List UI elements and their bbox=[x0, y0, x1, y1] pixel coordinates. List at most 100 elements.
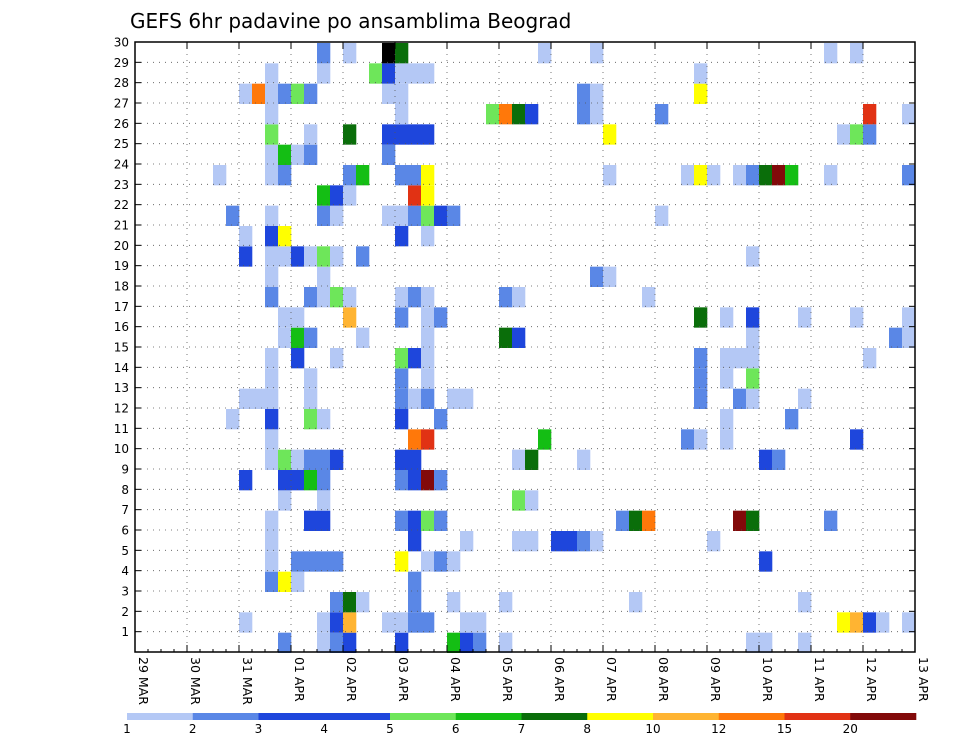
y-tick-label: 24 bbox=[114, 158, 129, 172]
heatmap-cell bbox=[343, 307, 357, 328]
heatmap-cell bbox=[746, 388, 760, 409]
heatmap-cell bbox=[265, 449, 279, 470]
heatmap-cell bbox=[239, 470, 253, 491]
heatmap-cell bbox=[408, 388, 422, 409]
heatmap-cell bbox=[265, 104, 279, 125]
heatmap-cell bbox=[304, 287, 318, 308]
heatmap-cell bbox=[304, 327, 318, 348]
heatmap-cell bbox=[330, 287, 344, 308]
heatmap-cell bbox=[408, 449, 422, 470]
y-tick-label: 26 bbox=[114, 117, 129, 131]
x-tick-label: 06 APR bbox=[552, 657, 567, 702]
heatmap-cell bbox=[408, 571, 422, 592]
heatmap-cell bbox=[278, 449, 292, 470]
heatmap-cell bbox=[824, 165, 838, 186]
x-tick-label: 30 MAR bbox=[188, 657, 203, 705]
heatmap-cell bbox=[616, 510, 630, 531]
heatmap-cell bbox=[434, 307, 448, 328]
heatmap-cell bbox=[824, 510, 838, 531]
y-tick-label: 27 bbox=[114, 97, 129, 111]
heatmap-cell bbox=[343, 124, 357, 145]
y-tick-label: 7 bbox=[121, 503, 129, 517]
heatmap-cell bbox=[395, 104, 409, 125]
legend-swatch bbox=[390, 713, 457, 720]
heatmap-cell bbox=[499, 287, 513, 308]
heatmap-cell bbox=[720, 429, 734, 450]
heatmap-cell bbox=[408, 185, 422, 206]
heatmap-cell bbox=[707, 531, 721, 552]
y-tick-label: 8 bbox=[121, 483, 129, 497]
heatmap-cell bbox=[395, 510, 409, 531]
heatmap-cell bbox=[291, 327, 305, 348]
heatmap-cell bbox=[382, 124, 396, 145]
legend-level-label: 15 bbox=[777, 722, 792, 736]
heatmap-cell bbox=[330, 205, 344, 226]
heatmap-cell bbox=[460, 388, 474, 409]
heatmap-cell bbox=[317, 490, 331, 511]
heatmap-cell bbox=[395, 287, 409, 308]
heatmap-cell bbox=[330, 449, 344, 470]
legend-swatch bbox=[521, 713, 588, 720]
heatmap-cell bbox=[395, 348, 409, 369]
heatmap-cell bbox=[408, 348, 422, 369]
heatmap-cell bbox=[720, 348, 734, 369]
x-tick-label: 02 APR bbox=[344, 657, 359, 702]
heatmap-cell bbox=[265, 83, 279, 104]
heatmap-cell bbox=[265, 226, 279, 247]
legend-swatch bbox=[455, 713, 522, 720]
heatmap-cell bbox=[447, 592, 461, 613]
heatmap-cell bbox=[317, 266, 331, 287]
heatmap-cell bbox=[629, 510, 643, 531]
heatmap-cell bbox=[759, 165, 773, 186]
heatmap-cell bbox=[746, 165, 760, 186]
heatmap-cell bbox=[629, 592, 643, 613]
heatmap-cell bbox=[421, 307, 435, 328]
heatmap-cell bbox=[317, 510, 331, 531]
heatmap-cell bbox=[707, 165, 721, 186]
heatmap-cell bbox=[772, 165, 786, 186]
x-axis-ticks: 29 MAR 30 MAR 31 MAR 01 APR 02 APR 03 APR 04 A… bbox=[134, 42, 931, 705]
heatmap-cell bbox=[538, 429, 552, 450]
heatmap-cell bbox=[421, 327, 435, 348]
heatmap-cell bbox=[447, 205, 461, 226]
heatmap-cell bbox=[330, 551, 344, 572]
heatmap-cell bbox=[421, 185, 435, 206]
heatmap-cell bbox=[694, 368, 708, 389]
heatmap-cell bbox=[395, 388, 409, 409]
heatmap-cell bbox=[317, 246, 331, 267]
heatmap-cell bbox=[512, 104, 526, 125]
heatmap-cell bbox=[408, 124, 422, 145]
heatmap-cell bbox=[850, 43, 864, 64]
heatmap-cell bbox=[304, 449, 318, 470]
heatmap-cell bbox=[239, 612, 253, 633]
x-tick-label: 31 MAR bbox=[240, 657, 255, 705]
heatmap-cell bbox=[382, 144, 396, 165]
heatmap-cell bbox=[317, 470, 331, 491]
heatmap-cell bbox=[746, 368, 760, 389]
heatmap-cell bbox=[473, 632, 487, 653]
legend-level-label: 5 bbox=[386, 722, 394, 736]
heatmap-cell bbox=[759, 551, 773, 572]
heatmap-cell bbox=[798, 388, 812, 409]
heatmap-cell bbox=[265, 266, 279, 287]
y-tick-label: 30 bbox=[114, 36, 129, 50]
y-tick-label: 6 bbox=[121, 524, 129, 538]
heatmap-cell bbox=[356, 327, 370, 348]
legend-level-label: 7 bbox=[518, 722, 526, 736]
heatmap-cell bbox=[720, 307, 734, 328]
heatmap-cell bbox=[902, 327, 916, 348]
heatmap-cell bbox=[395, 551, 409, 572]
y-tick-label: 15 bbox=[114, 341, 129, 355]
heatmap-cells bbox=[213, 43, 916, 653]
heatmap-cell bbox=[421, 368, 435, 389]
heatmap-cell bbox=[694, 165, 708, 186]
heatmap-cell bbox=[564, 531, 578, 552]
heatmap-cell bbox=[512, 287, 526, 308]
legend-swatch bbox=[784, 713, 851, 720]
heatmap-cell bbox=[395, 165, 409, 186]
legend-level-label: 6 bbox=[452, 722, 460, 736]
heatmap-cell bbox=[902, 307, 916, 328]
y-tick-label: 16 bbox=[114, 320, 129, 334]
legend-swatch bbox=[587, 713, 654, 720]
